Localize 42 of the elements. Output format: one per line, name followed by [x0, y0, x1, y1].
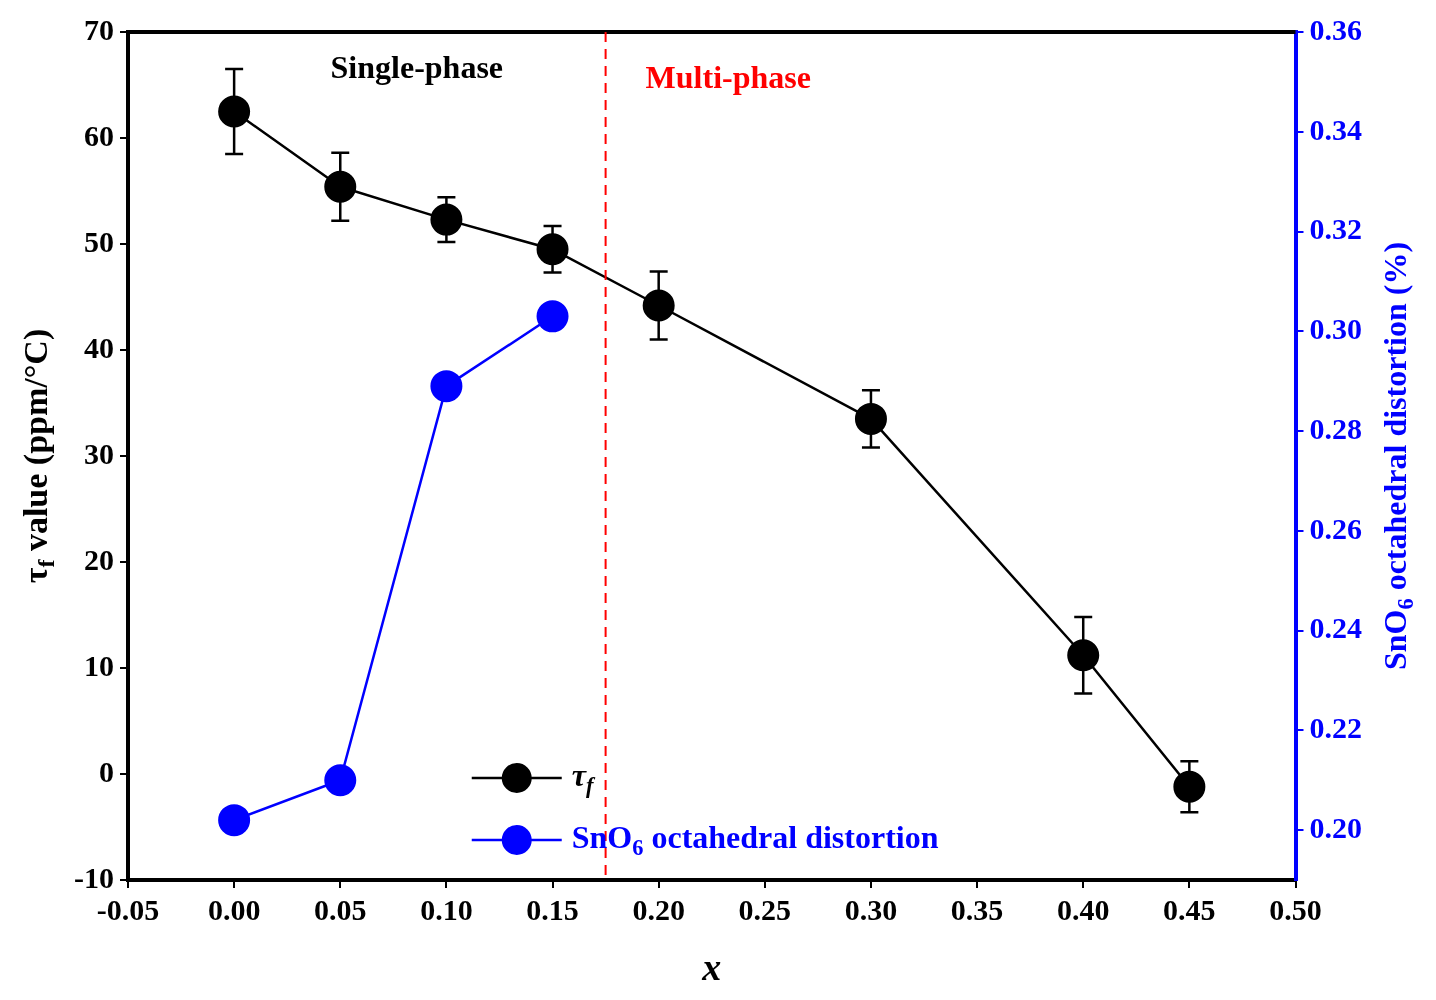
y-tick-label: 10 [83, 648, 114, 682]
y-tick-label: 0 [98, 754, 114, 788]
point [854, 402, 887, 435]
y2-tick-label: 0.32 [1309, 212, 1362, 246]
y-axis-title: τf value (ppm/°C) [16, 328, 60, 584]
point [324, 764, 357, 797]
y-tick-label: 60 [83, 118, 114, 152]
y2-tick-label: 0.30 [1309, 312, 1362, 346]
point [1067, 639, 1100, 672]
x-tick-label: -0.05 [96, 892, 160, 926]
y-tick-label: 50 [83, 224, 114, 258]
point [218, 95, 251, 128]
x-tick-label: 0.15 [526, 892, 579, 926]
x-tick-label: 0.30 [844, 892, 898, 926]
x-tick-label: 0.50 [1269, 892, 1322, 926]
y2-tick-label: 0.20 [1309, 810, 1362, 844]
x-tick-label: 0.10 [420, 892, 473, 926]
y-tick-label: 40 [83, 330, 114, 364]
point [430, 370, 463, 403]
x-tick-label: 0.00 [207, 892, 261, 926]
x-axis-title: x [701, 945, 722, 988]
x-tick-label: 0.35 [950, 892, 1004, 926]
y2-tick-label: 0.22 [1309, 711, 1362, 745]
y-tick-label: 70 [83, 12, 114, 46]
y2-tick-label: 0.36 [1309, 12, 1362, 46]
point [218, 804, 251, 837]
y-tick-label: 20 [83, 542, 114, 576]
x-tick-label: 0.25 [738, 892, 792, 926]
y2-tick-label: 0.28 [1309, 411, 1362, 445]
annotation: Single-phase [330, 49, 504, 86]
y-tick-label: -10 [73, 860, 114, 894]
y2-axis-title: SnO6 octahedral distortion (%) [1377, 241, 1419, 671]
y-tick-label: 30 [83, 436, 114, 470]
y2-tick-label: 0.34 [1309, 112, 1362, 146]
y2-tick-label: 0.26 [1309, 511, 1362, 545]
x-tick-label: 0.40 [1056, 892, 1110, 926]
y2-tick-label: 0.24 [1309, 611, 1362, 645]
x-tick-label: 0.20 [632, 892, 685, 926]
x-tick-label: 0.45 [1163, 892, 1216, 926]
x-tick-label: 0.05 [314, 892, 367, 926]
point [536, 300, 569, 333]
annotation: Multi-phase [645, 59, 811, 96]
